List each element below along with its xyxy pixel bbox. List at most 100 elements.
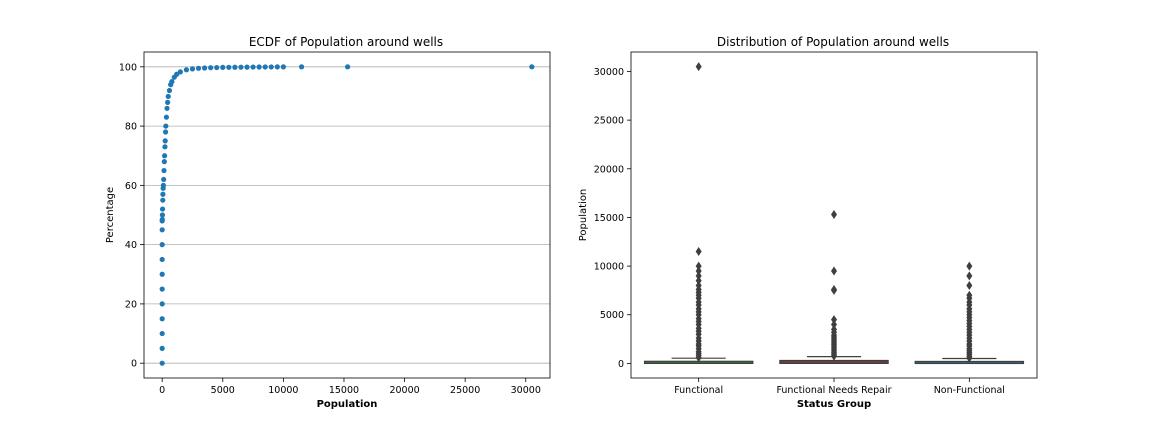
ecdf-point [160, 191, 166, 197]
ecdf-point [160, 182, 166, 188]
ecdf-point [161, 176, 167, 183]
boxplot-y-tick-label: 30000 [594, 67, 624, 78]
boxplot-y-tick-label: 10000 [594, 262, 624, 273]
ecdf-point [159, 212, 166, 218]
ecdf-point [162, 129, 169, 135]
ecdf-point [208, 65, 214, 71]
boxplot-x-tick-label: Functional Needs Repair [776, 385, 891, 396]
ecdf-point [159, 206, 166, 212]
box-outlier [695, 261, 702, 271]
box-outlier [695, 246, 702, 256]
box-outlier [966, 261, 973, 271]
boxplot-boxes [643, 62, 1025, 365]
ecdf-axes-frame [143, 51, 551, 379]
ecdf-point [298, 64, 305, 70]
box-outlier [695, 276, 702, 286]
ecdf-point [183, 67, 190, 73]
ecdf-point [159, 256, 165, 263]
ecdf-x-ticks: 0 5000 10000 15000 20000 25000 30000 [159, 378, 541, 396]
box-outlier [966, 271, 973, 281]
box-outlier [695, 281, 702, 291]
boxplot-y-tick-label: 15000 [594, 213, 624, 224]
ecdf-point [162, 153, 168, 159]
ecdf-point [162, 144, 168, 150]
ecdf-y-tick-label: 0 [131, 359, 137, 370]
ecdf-x-tick-label: 25000 [450, 385, 480, 396]
ecdf-x-tick-label: 5000 [211, 385, 235, 396]
ecdf-x-tick-label: 10000 [268, 385, 298, 396]
ecdf-point [165, 93, 171, 100]
ecdf-x-label: Population [317, 399, 378, 410]
box-outlier [966, 281, 973, 291]
boxplot-y-ticks: 0 5000 10000 15000 20000 25000 30000 [594, 67, 631, 370]
boxplot-x-ticks: Functional Functional Needs Repair Non-Fun… [674, 378, 1005, 396]
ecdf-point [232, 64, 238, 70]
box-group [643, 62, 754, 365]
ecdf-x-tick-label: 20000 [389, 385, 419, 396]
ecdf-title: ECDF of Population around wells [249, 35, 443, 49]
ecdf-point [169, 79, 175, 85]
ecdf-point [159, 242, 165, 248]
ecdf-point [268, 64, 274, 70]
ecdf-gridlines [144, 66, 550, 364]
boxplot-x-label: Status Group [797, 399, 871, 410]
ecdf-point [166, 87, 173, 94]
ecdf-point [163, 114, 170, 120]
ecdf-point [244, 64, 250, 70]
ecdf-points [159, 64, 535, 366]
ecdf-point [177, 69, 183, 75]
ecdf-point [161, 167, 167, 174]
ecdf-point [280, 64, 286, 70]
ecdf-point [201, 65, 208, 71]
ecdf-point [262, 64, 268, 70]
boxplot-x-tick-label: Functional [674, 385, 723, 396]
ecdf-y-tick-label: 60 [125, 181, 137, 192]
box-group [914, 261, 1025, 365]
boxplot-title: Distribution of Population around wells [717, 35, 949, 49]
boxplot-y-tick-label: 20000 [594, 164, 624, 175]
ecdf-point [159, 345, 165, 351]
box-group [779, 210, 889, 365]
ecdf-y-tick-label: 20 [125, 299, 137, 310]
box-outlier [831, 315, 837, 325]
ecdf-point [159, 227, 165, 233]
box-outlier [831, 284, 837, 294]
box-outlier [695, 266, 702, 276]
boxplot-chart: Distribution of Population around wells … [578, 35, 1038, 410]
ecdf-point [220, 64, 226, 71]
ecdf-y-tick-label: 40 [125, 240, 137, 251]
ecdf-point [250, 64, 256, 70]
ecdf-point [238, 64, 244, 70]
ecdf-x-tick-label: 30000 [511, 385, 541, 396]
ecdf-chart: ECDF of Population around wells 0 5000 100… [105, 35, 551, 410]
ecdf-y-tick-label: 100 [119, 62, 137, 73]
ecdf-point [159, 360, 165, 366]
ecdf-point [159, 316, 165, 322]
boxplot-y-tick-label: 25000 [594, 116, 624, 127]
boxplot-x-tick-label: Non-Functional [934, 385, 1005, 396]
ecdf-y-ticks: 0 20 40 60 80 100 [119, 62, 144, 370]
ecdf-y-tick-label: 80 [125, 122, 137, 133]
ecdf-point [159, 286, 165, 292]
ecdf-point [529, 64, 535, 70]
ecdf-x-tick-label: 0 [159, 385, 165, 396]
ecdf-point [161, 159, 167, 165]
box-outlier [831, 319, 837, 329]
ecdf-point [164, 105, 170, 111]
ecdf-point [195, 65, 202, 71]
ecdf-point [256, 64, 262, 70]
ecdf-y-label: Percentage [105, 187, 116, 243]
box-outlier [695, 271, 702, 281]
ecdf-point [159, 330, 165, 337]
box-outlier [831, 210, 837, 220]
boxplot-y-tick-label: 5000 [600, 310, 624, 321]
ecdf-point [226, 64, 232, 70]
ecdf-point [163, 123, 169, 129]
boxplot-y-tick-label: 0 [618, 359, 624, 370]
ecdf-point [160, 197, 166, 203]
ecdf-point [165, 99, 171, 105]
ecdf-point [214, 64, 220, 71]
ecdf-point [159, 301, 165, 307]
ecdf-x-tick-label: 15000 [329, 385, 359, 396]
